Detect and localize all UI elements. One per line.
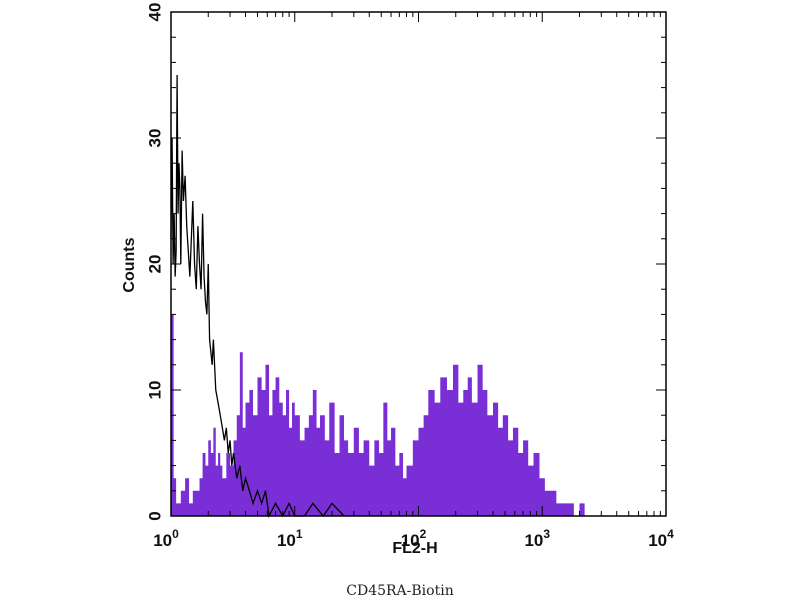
y-tick-label: 40 (145, 3, 164, 22)
filled-histogram-series (171, 314, 594, 516)
x-tick-label-exponent: 0 (172, 527, 179, 541)
x-tick-label-base: 10 (277, 531, 296, 550)
x-tick-label-exponent: 1 (296, 527, 303, 541)
filled-histogram-area (171, 314, 594, 516)
x-tick-label-base: 10 (524, 531, 543, 550)
y-axis-ticks: 0 10 20 30 40 (145, 3, 666, 521)
x-tick-label-exponent: 4 (667, 527, 674, 541)
y-tick-label: 0 (145, 511, 164, 520)
x-tick-label: 103 (524, 527, 550, 550)
x-tick-label-base: 10 (153, 531, 172, 550)
x-tick-label: 104 (648, 527, 674, 550)
outline-histogram-line (170, 74, 345, 519)
x-tick-label-exponent: 2 (420, 527, 427, 541)
chart-caption: CD45RA-Biotin (346, 583, 454, 599)
x-tick-label-base: 10 (401, 531, 420, 550)
x-tick-label-exponent: 3 (543, 527, 550, 541)
x-tick-label: 101 (277, 527, 303, 550)
outline-histogram-series (170, 74, 345, 519)
y-tick-label: 20 (145, 255, 164, 274)
x-tick-label: 100 (153, 527, 179, 550)
y-axis-label: Counts (121, 237, 138, 292)
x-tick-label: 102 (401, 527, 427, 550)
x-axis-label: FL2-H (392, 540, 437, 557)
y-tick-label: 10 (145, 381, 164, 400)
x-axis-ticks: 100 101 102 103 104 (153, 12, 674, 550)
y-tick-label: 30 (145, 129, 164, 148)
x-tick-label-base: 10 (648, 531, 667, 550)
